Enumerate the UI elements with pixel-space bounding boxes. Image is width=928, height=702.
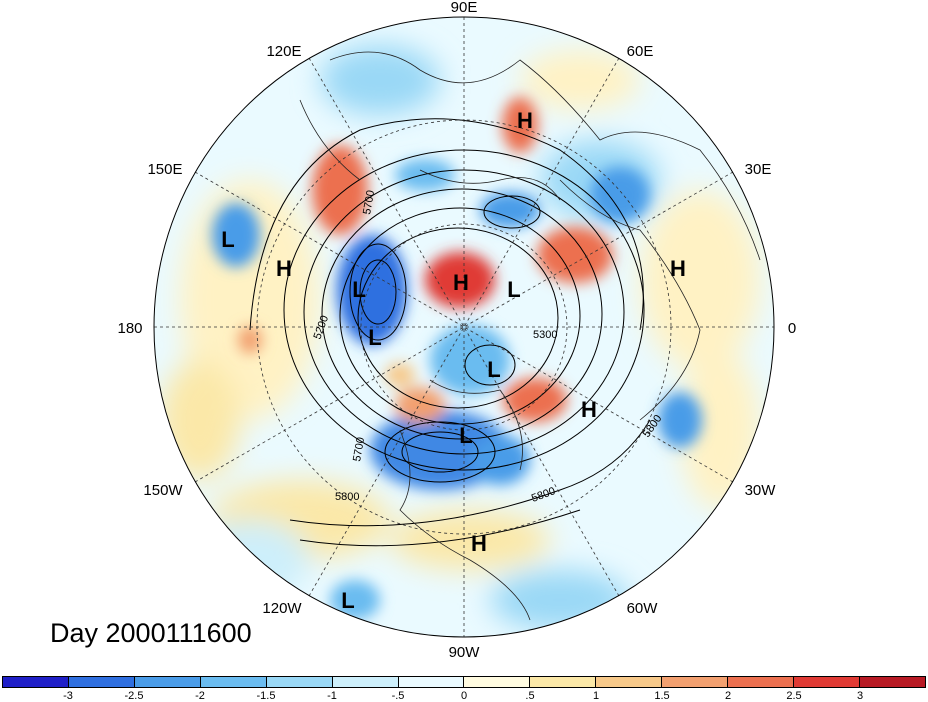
pressure-centers: H H H H H H L L L L L L L L bbox=[221, 108, 686, 613]
high-marker: H bbox=[581, 397, 597, 422]
colorbar-tick-label: -3 bbox=[63, 690, 73, 702]
contour-label: 5700 bbox=[361, 189, 377, 215]
lon-label-90e: 90E bbox=[451, 0, 478, 16]
lon-label-60w: 60W bbox=[627, 600, 659, 617]
colorbar-box bbox=[662, 677, 729, 687]
colorbar-box bbox=[530, 677, 597, 687]
colorbar-box bbox=[596, 677, 663, 687]
colorbar-tick-label: 1 bbox=[592, 690, 600, 702]
colorbar-box bbox=[794, 677, 860, 687]
lon-label-180: 180 bbox=[117, 320, 142, 337]
high-marker: H bbox=[471, 531, 487, 556]
colorbar-tick-label: -1.5 bbox=[256, 690, 276, 702]
colorbar-box bbox=[200, 677, 267, 687]
low-marker: L bbox=[352, 277, 365, 302]
colorbar-tick-label: 0 bbox=[460, 690, 468, 702]
lon-label-30w: 30W bbox=[745, 482, 777, 499]
high-marker: H bbox=[670, 256, 686, 281]
colorbar-box bbox=[3, 677, 69, 687]
coastlines bbox=[299, 51, 761, 621]
lon-label-0: 0 bbox=[788, 320, 796, 337]
colorbar-tick-label: -.5 bbox=[391, 690, 405, 702]
low-marker: L bbox=[368, 325, 381, 350]
colorbar-labels: -3 -2.5 -2 -1.5 -1 -.5 0 .5 1 1.5 2 2.5 3 bbox=[0, 690, 928, 702]
figure-title: Day 2000111600 bbox=[50, 618, 252, 648]
low-marker: L bbox=[341, 588, 354, 613]
contour-label: 5700 bbox=[351, 436, 367, 462]
colorbar-tick-label: 2.5 bbox=[786, 690, 802, 702]
colorbar-tick-label: -2.5 bbox=[124, 690, 144, 702]
colorbar-tick-label: -1 bbox=[327, 690, 337, 702]
colorbar-tick-label: -2 bbox=[195, 690, 205, 702]
lon-label-120e: 120E bbox=[266, 43, 301, 60]
lon-label-150w: 150W bbox=[143, 482, 183, 499]
colorbar-box bbox=[332, 677, 399, 687]
graticule bbox=[154, 17, 774, 637]
colorbar-box bbox=[859, 677, 925, 687]
colorbar-box bbox=[464, 677, 531, 687]
colorbar-box bbox=[134, 677, 201, 687]
colorbar bbox=[2, 676, 926, 688]
lon-label-60e: 60E bbox=[627, 43, 654, 60]
low-marker: L bbox=[459, 423, 472, 448]
low-marker: L bbox=[487, 357, 500, 382]
high-marker: H bbox=[453, 270, 469, 295]
colorbar-tick-label: 2 bbox=[724, 690, 732, 702]
low-marker: L bbox=[221, 227, 234, 252]
colorbar-box bbox=[398, 677, 465, 687]
contour-label: 5800 bbox=[335, 491, 359, 503]
colorbar-box bbox=[266, 677, 333, 687]
colorbar-tick-label: 1.5 bbox=[654, 690, 670, 702]
low-marker: L bbox=[507, 277, 520, 302]
colorbar-box bbox=[728, 677, 795, 687]
lon-label-120w: 120W bbox=[262, 600, 302, 617]
lon-label-150e: 150E bbox=[147, 161, 182, 178]
high-marker: H bbox=[517, 108, 533, 133]
colorbar-tick-label: 3 bbox=[856, 690, 864, 702]
lon-label-90w: 90W bbox=[449, 644, 481, 661]
colorbar-tick-label: .5 bbox=[525, 690, 535, 702]
high-marker: H bbox=[276, 256, 292, 281]
colorbar-box bbox=[68, 677, 135, 687]
lon-label-30e: 30E bbox=[745, 161, 772, 178]
map-border bbox=[153, 16, 775, 638]
contour-label: 5300 bbox=[533, 329, 557, 341]
